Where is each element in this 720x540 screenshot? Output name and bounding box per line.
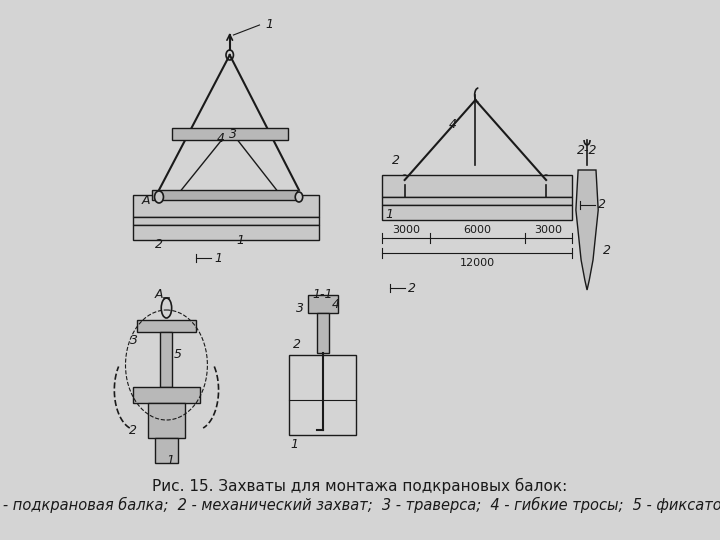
Bar [317, 313, 329, 353]
Bar [133, 217, 319, 225]
Text: 2: 2 [603, 244, 611, 256]
Text: 3: 3 [297, 301, 305, 314]
Circle shape [401, 175, 408, 185]
Text: 1: 1 [386, 208, 394, 221]
Text: 5: 5 [174, 348, 181, 361]
Text: 1: 1 [266, 18, 274, 31]
Text: 2: 2 [129, 423, 137, 436]
Text: 1: 1 [237, 233, 245, 246]
Text: 2: 2 [392, 153, 400, 166]
Text: 2: 2 [408, 281, 416, 294]
Bar [161, 332, 172, 387]
Bar [172, 128, 288, 140]
Text: 4: 4 [449, 118, 457, 132]
Text: 3000: 3000 [392, 225, 420, 235]
Bar [148, 403, 185, 438]
Polygon shape [576, 170, 598, 290]
Bar [133, 387, 200, 403]
Text: 4: 4 [217, 132, 225, 145]
Text: 6000: 6000 [463, 225, 491, 235]
Circle shape [155, 191, 163, 203]
Bar [289, 355, 356, 435]
Text: 2: 2 [293, 339, 301, 352]
Text: 2: 2 [598, 199, 606, 212]
Text: 1 - подкрановая балка;  2 - механический захват;  3 - траверса;  4 - гибкие трос: 1 - подкрановая балка; 2 - механический … [0, 497, 720, 513]
Bar [382, 205, 572, 220]
Bar [156, 438, 178, 463]
Text: 3: 3 [130, 334, 138, 347]
Text: 1: 1 [290, 438, 299, 451]
Bar [133, 225, 319, 240]
Bar [133, 195, 319, 217]
Text: 12000: 12000 [459, 258, 495, 268]
Text: 1-1: 1-1 [312, 288, 333, 301]
Text: 3: 3 [230, 127, 238, 140]
Text: A: A [142, 193, 150, 206]
Text: 2-2: 2-2 [577, 144, 598, 157]
Bar [308, 295, 338, 313]
Circle shape [295, 192, 302, 202]
Text: 1: 1 [215, 252, 222, 265]
Bar [382, 197, 572, 205]
Text: 1: 1 [166, 454, 174, 467]
Text: 3000: 3000 [534, 225, 562, 235]
Bar [151, 190, 297, 200]
Text: 2: 2 [155, 239, 163, 252]
Text: A: A [155, 288, 163, 301]
Text: 4: 4 [332, 299, 340, 312]
Circle shape [542, 175, 550, 185]
Text: Рис. 15. Захваты для монтажа подкрановых балок:: Рис. 15. Захваты для монтажа подкрановых… [153, 478, 567, 494]
Bar [137, 320, 197, 332]
Bar [382, 175, 572, 197]
